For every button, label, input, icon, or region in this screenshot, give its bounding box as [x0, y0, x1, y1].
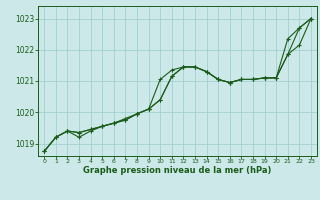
X-axis label: Graphe pression niveau de la mer (hPa): Graphe pression niveau de la mer (hPa) [84, 166, 272, 175]
